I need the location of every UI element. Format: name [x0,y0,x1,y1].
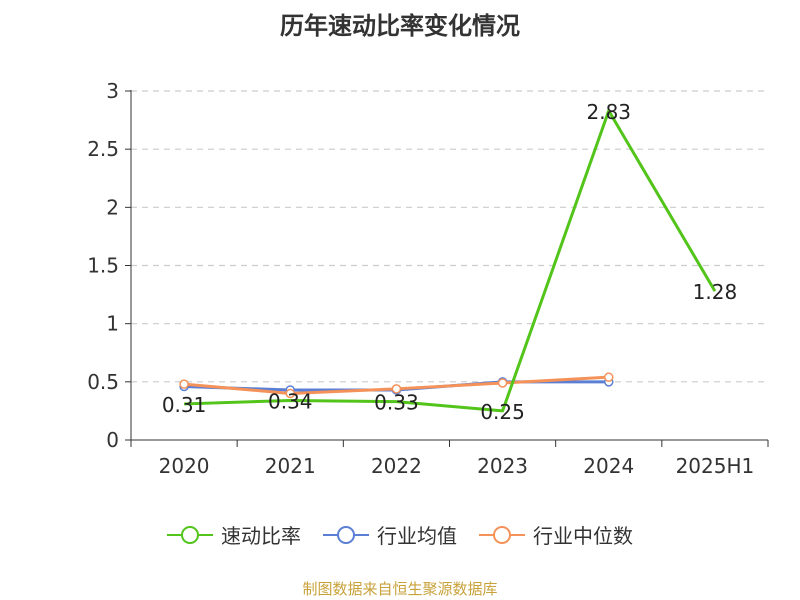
y-tick-label: 1 [106,312,119,336]
series-point[interactable] [497,378,508,388]
y-tick-label: 0.5 [87,370,119,394]
y-tick-label: 1.5 [87,254,119,278]
series-lines [179,109,717,413]
y-tick-label: 3 [106,79,119,103]
data-labels: 0.31 0.34 0.33 0.25 2.83 1.28 [162,100,737,424]
data-label: 0.31 [162,393,207,417]
y-tick-label: 2 [106,195,119,219]
y-tick-label: 0 [106,428,119,452]
legend-marker-icon [167,525,213,544]
chart-title: 历年速动比率变化情况 [280,12,520,40]
x-tick-label: 2023 [477,454,528,478]
legend-marker-icon [323,525,369,544]
data-label: 0.25 [480,400,525,424]
y-tick-label: 2.5 [87,137,119,161]
legend-item-industry-median[interactable]: 行业中位数 [479,520,633,549]
legend-marker-icon [479,525,525,544]
data-label: 1.28 [693,280,738,304]
series-point[interactable] [285,388,295,399]
source-note: 制图数据来自恒生聚源数据库 [302,580,498,598]
legend: 速动比率 行业均值 行业中位数 [0,520,800,549]
data-label: 0.33 [374,391,419,415]
x-tick-label: 2021 [265,454,316,478]
legend-item-industry-mean[interactable]: 行业均值 [323,520,457,549]
legend-label: 速动比率 [221,524,301,548]
axes: 0 0.5 1 1.5 2 2.5 3 2020 2021 2022 2023 2024 2025H1 [87,79,769,478]
series-point[interactable] [179,379,189,389]
legend-label: 行业均值 [377,524,457,548]
x-tick-label: 2025H1 [676,454,755,478]
series-line [184,109,717,413]
legend-item-quick-ratio[interactable]: 速动比率 [167,520,301,549]
series-point[interactable] [604,372,614,382]
series-point[interactable] [391,384,402,394]
data-label: 0.34 [268,389,313,413]
grid-lines [131,90,768,383]
x-tick-label: 2024 [583,454,634,478]
data-label: 2.83 [586,100,631,124]
legend-label: 行业中位数 [533,524,633,548]
x-tick-label: 2022 [371,454,422,478]
x-tick-label: 2020 [159,454,210,478]
